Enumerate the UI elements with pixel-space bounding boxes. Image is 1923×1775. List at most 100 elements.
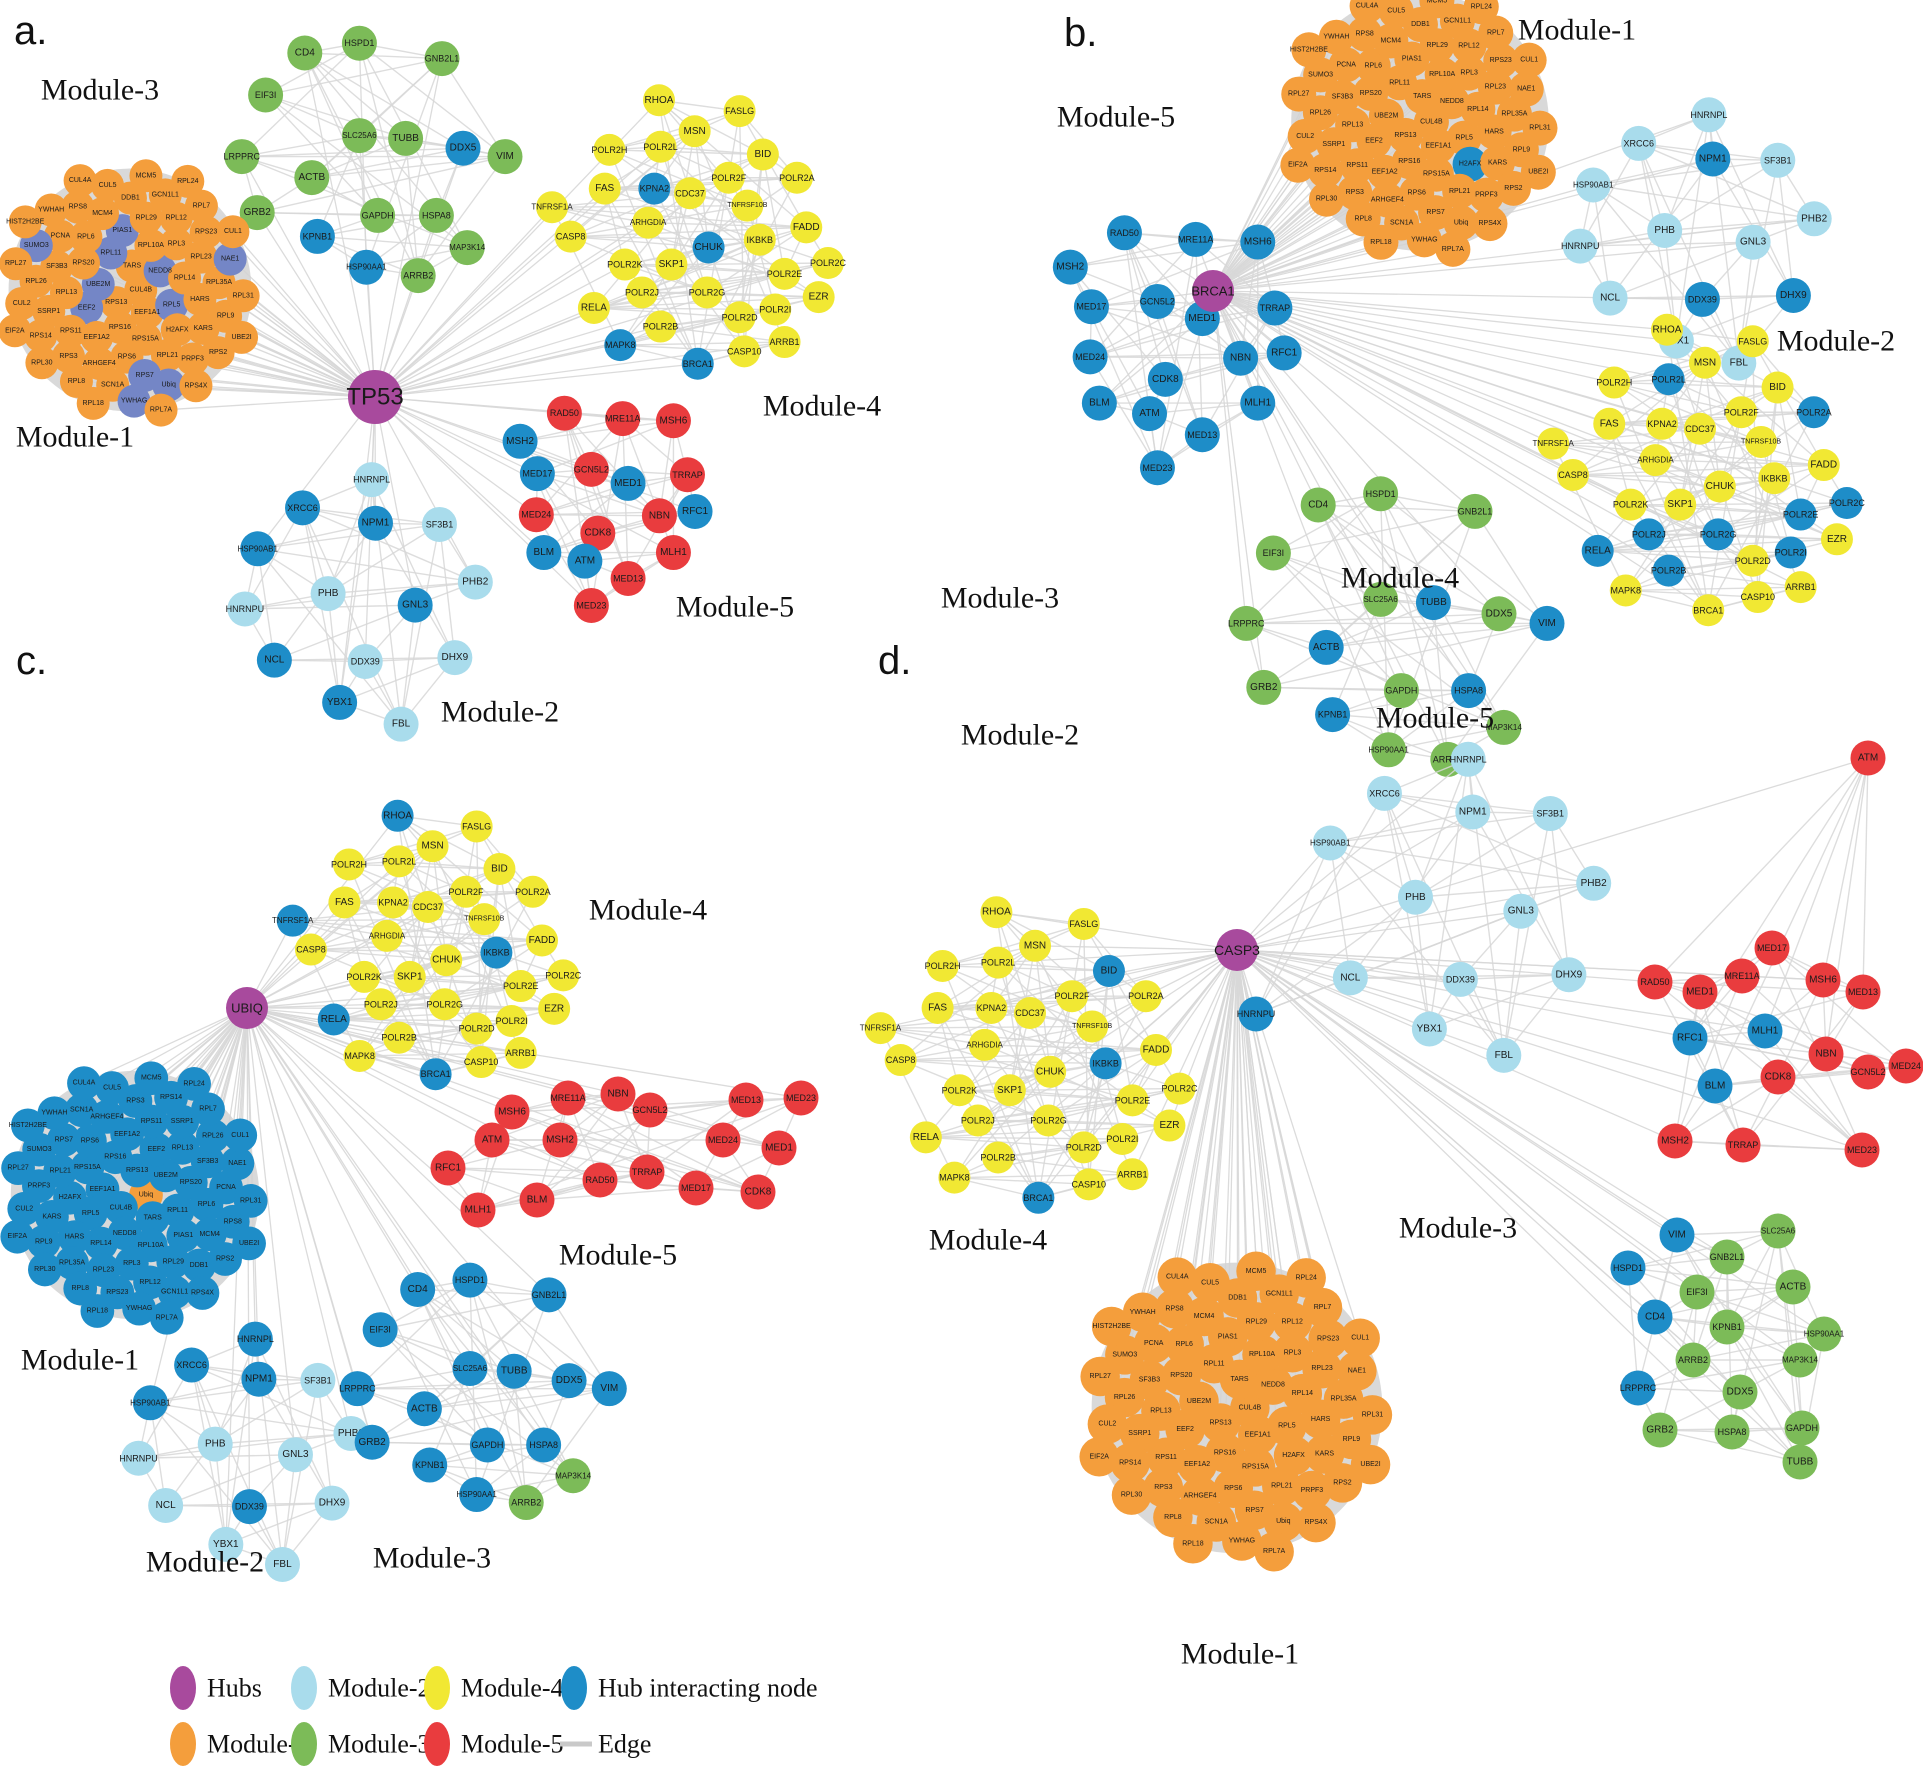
gene-node[interactable] xyxy=(383,706,419,742)
gene-node[interactable] xyxy=(341,25,377,61)
gene-node[interactable] xyxy=(66,246,100,280)
gene-node[interactable] xyxy=(171,164,205,198)
gene-node[interactable] xyxy=(1592,280,1628,316)
gene-node[interactable] xyxy=(264,1546,300,1582)
gene-node[interactable] xyxy=(341,118,377,154)
gene-node[interactable] xyxy=(1610,1250,1646,1286)
gene-node[interactable] xyxy=(430,1150,466,1186)
gene-node[interactable] xyxy=(1457,493,1493,529)
gene-node[interactable] xyxy=(1184,417,1220,453)
gene-node[interactable] xyxy=(1072,339,1108,375)
gene-node[interactable] xyxy=(256,642,292,678)
gene-node[interactable] xyxy=(189,215,223,249)
gene-node[interactable] xyxy=(424,41,460,77)
gene-node[interactable] xyxy=(1820,523,1853,556)
gene-node[interactable] xyxy=(1725,396,1758,429)
gene-node[interactable] xyxy=(1784,571,1817,604)
gene-node[interactable] xyxy=(465,1046,498,1079)
gene-node[interactable] xyxy=(588,172,621,205)
gene-node[interactable] xyxy=(691,276,724,309)
gene-node[interactable] xyxy=(1807,449,1840,482)
gene-node[interactable] xyxy=(377,886,410,919)
gene-node[interactable] xyxy=(360,197,396,233)
gene-node[interactable] xyxy=(1688,346,1721,379)
gene-node[interactable] xyxy=(177,1066,211,1101)
gene-node[interactable] xyxy=(1508,71,1544,107)
gene-node[interactable] xyxy=(1609,574,1642,607)
gene-node[interactable] xyxy=(1238,996,1274,1032)
gene-node[interactable] xyxy=(1287,118,1323,154)
gene-node[interactable] xyxy=(1675,1342,1711,1378)
gene-node[interactable] xyxy=(1106,1123,1139,1155)
gene-node[interactable] xyxy=(790,211,823,244)
gene-node[interactable] xyxy=(1503,893,1539,929)
gene-node[interactable] xyxy=(1830,487,1863,519)
gene-node[interactable] xyxy=(1659,1217,1695,1253)
gene-node[interactable] xyxy=(655,535,691,571)
gene-node[interactable] xyxy=(759,293,792,326)
gene-node[interactable] xyxy=(1702,518,1735,551)
gene-node[interactable] xyxy=(768,257,801,290)
gene-node[interactable] xyxy=(5,286,39,320)
gene-node[interactable] xyxy=(1315,697,1351,733)
gene-node[interactable] xyxy=(1760,1213,1796,1249)
gene-node[interactable] xyxy=(961,1104,994,1137)
gene-node[interactable] xyxy=(185,1276,220,1310)
gene-node[interactable] xyxy=(926,949,959,982)
gene-node[interactable] xyxy=(452,1351,488,1387)
gene-node[interactable] xyxy=(1355,48,1391,84)
gene-node[interactable] xyxy=(1281,76,1317,112)
gene-node[interactable] xyxy=(494,1094,530,1130)
gene-node[interactable] xyxy=(1352,1395,1393,1435)
gene-node[interactable] xyxy=(1725,1127,1761,1163)
gene-node[interactable] xyxy=(452,1262,488,1298)
gene-node[interactable] xyxy=(240,531,276,567)
gene-node[interactable] xyxy=(1222,1521,1262,1561)
gene-node[interactable] xyxy=(460,810,493,843)
gene-node[interactable] xyxy=(728,1082,764,1118)
gene-node[interactable] xyxy=(577,291,610,324)
gene-node[interactable] xyxy=(80,1294,115,1328)
gene-node[interactable] xyxy=(1072,1168,1105,1201)
gene-node[interactable] xyxy=(25,346,59,380)
gene-node[interactable] xyxy=(1081,385,1117,421)
gene-node[interactable] xyxy=(1747,1013,1783,1049)
gene-node[interactable] xyxy=(1736,544,1769,577)
gene-node[interactable] xyxy=(227,591,263,627)
gene-node[interactable] xyxy=(1034,1055,1067,1088)
gene-node[interactable] xyxy=(317,1003,350,1036)
gene-node[interactable] xyxy=(1087,1404,1128,1444)
gene-node[interactable] xyxy=(328,886,361,919)
gene-node[interactable] xyxy=(90,1099,124,1134)
gene-node[interactable] xyxy=(174,1347,210,1383)
gene-node[interactable] xyxy=(348,249,384,285)
gene-node[interactable] xyxy=(277,1437,313,1473)
gene-node[interactable] xyxy=(1784,1410,1820,1446)
gene-node[interactable] xyxy=(1140,1033,1172,1066)
gene-node[interactable] xyxy=(1228,605,1264,641)
gene-node[interactable] xyxy=(1223,340,1259,376)
gene-node[interactable] xyxy=(1442,961,1478,997)
gene-node[interactable] xyxy=(7,1191,42,1226)
gene-node[interactable] xyxy=(412,891,444,923)
gene-node[interactable] xyxy=(632,206,665,239)
gene-node[interactable] xyxy=(1724,958,1760,994)
gene-node[interactable] xyxy=(1366,775,1402,811)
gene-node[interactable] xyxy=(197,1426,233,1462)
gene-node[interactable] xyxy=(1722,1374,1758,1410)
gene-node[interactable] xyxy=(80,320,114,354)
gene-node[interactable] xyxy=(1850,740,1886,776)
gene-node[interactable] xyxy=(1845,974,1881,1010)
gene-node[interactable] xyxy=(70,1150,105,1185)
gene-node[interactable] xyxy=(573,451,609,487)
gene-node[interactable] xyxy=(1451,673,1487,709)
gene-node[interactable] xyxy=(1163,1072,1196,1105)
gene-node[interactable] xyxy=(95,1071,129,1105)
gene-node[interactable] xyxy=(457,564,493,600)
gene-node[interactable] xyxy=(381,799,414,832)
gene-node[interactable] xyxy=(310,576,346,612)
gene-node[interactable] xyxy=(239,195,275,231)
gene-node[interactable] xyxy=(1797,396,1830,429)
gene-node[interactable] xyxy=(1477,69,1513,105)
gene-node[interactable] xyxy=(134,228,168,262)
